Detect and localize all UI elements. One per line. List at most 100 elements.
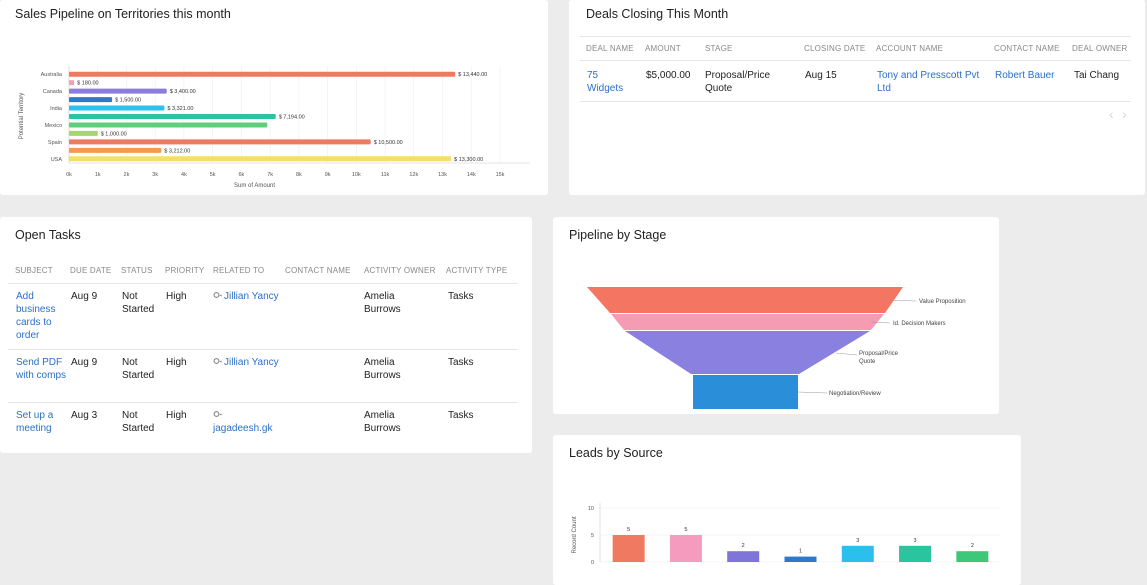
leads-source-chart: 0 5 10 Record Count 5 5 2 1 3 3 2 — [572, 503, 1001, 566]
task-subject-link[interactable]: Add business cards to order — [16, 291, 56, 341]
tasks-col-due-date[interactable]: DUE DATE — [70, 266, 112, 275]
x-tick-label: 6k — [238, 172, 244, 178]
task-status: Not Started — [122, 410, 155, 434]
bar-value-label: $ 13,300.00 — [454, 157, 483, 163]
deals-prev-page-button[interactable]: ‹ — [1109, 106, 1114, 122]
open-tasks-title: Open Tasks — [15, 228, 81, 242]
task-type: Tasks — [448, 357, 474, 368]
task-related-link[interactable]: Jillian Yancy — [224, 357, 279, 368]
bar — [69, 156, 452, 162]
deals-next-page-button[interactable]: › — [1122, 106, 1127, 122]
x-tick-label: 2k — [124, 172, 130, 178]
bar — [612, 535, 645, 562]
task-subject-link[interactable]: Set up a meeting — [16, 410, 54, 434]
task-priority: High — [166, 291, 187, 302]
funnel-label-proposal-price-quote: Proposal/Price Quote — [859, 351, 899, 365]
funnel-stage-negotiation-review[interactable] — [693, 375, 798, 409]
deal-owner: Tai Chang — [1074, 70, 1120, 81]
funnel-leader-line — [835, 352, 858, 356]
task-priority: High — [166, 357, 187, 368]
deals-col-deal-owner[interactable]: DEAL OWNER — [1072, 44, 1128, 53]
task-type: Tasks — [448, 410, 474, 421]
y-tick-label: 0 — [591, 560, 594, 566]
x-tick-label: 13k — [438, 172, 447, 178]
bar-value-label: 2 — [971, 543, 974, 549]
tasks-col-status[interactable]: STATUS — [121, 266, 153, 275]
deal-contact-link[interactable]: Robert Bauer — [995, 70, 1055, 81]
bar-value-label: $ 3,400.00 — [170, 89, 196, 95]
pipeline-funnel-chart: Value Proposition Id. Decision Makers Pr… — [587, 287, 966, 409]
deals-col-closing-date[interactable]: CLOSING DATE — [804, 44, 866, 53]
leads-source-card: Leads by Source 0 5 10 Record Count 5 5 2 1 3 3 2 — [553, 435, 1021, 585]
funnel-stage-proposal-price-quote[interactable] — [625, 331, 870, 374]
tasks-col-contact-name[interactable]: CONTACT NAME — [285, 266, 351, 275]
y-axis-title: Record Count — [572, 516, 578, 553]
deal-amount: $5,000.00 — [646, 70, 691, 81]
pipeline-stage-title: Pipeline by Stage — [569, 228, 667, 242]
bar — [69, 80, 75, 86]
tasks-col-related-to[interactable]: RELATED TO — [213, 266, 265, 275]
task-related-link[interactable]: Jillian Yancy — [224, 291, 279, 302]
x-tick-label: 12k — [409, 172, 418, 178]
deal-account-link[interactable]: Tony and Presscott Pvt Ltd — [877, 70, 980, 94]
bar — [956, 551, 989, 562]
funnel-stage-id-decision-makers[interactable] — [611, 314, 884, 330]
bar — [727, 551, 760, 562]
deals-header-bottom-line — [580, 60, 1131, 61]
x-tick-label: 9k — [325, 172, 331, 178]
bar — [69, 88, 167, 94]
task-subject-link[interactable]: Send PDF with comps — [16, 357, 67, 381]
bar — [69, 97, 113, 103]
task-owner: Amelia Burrows — [364, 410, 401, 434]
x-tick-label: 0k — [66, 172, 72, 178]
bar — [69, 130, 98, 136]
task-related-to: Jillian Yancy — [213, 290, 279, 303]
task-due-date: Aug 3 — [71, 410, 98, 421]
deals-col-deal-name[interactable]: DEAL NAME — [586, 44, 634, 53]
sales-pipeline-card: Sales Pipeline on Territories this month… — [0, 0, 548, 195]
tasks-col-activity-type[interactable]: ACTIVITY TYPE — [446, 266, 508, 275]
funnel-label-negotiation-review: Negotiation/Review — [829, 391, 881, 397]
bar-value-label: $ 3,212.00 — [164, 148, 190, 154]
deal-closing-date: Aug 15 — [805, 70, 837, 81]
deal-stage: Proposal/Price Quote — [705, 70, 771, 94]
x-tick-label: 4k — [181, 172, 187, 178]
deals-col-amount[interactable]: AMOUNT — [645, 44, 681, 53]
y-category-label: Mexico — [45, 123, 62, 129]
bar-value-label: 3 — [914, 538, 917, 544]
bar-value-label: 2 — [742, 543, 745, 549]
task-due-date: Aug 9 — [71, 291, 98, 302]
deals-row-line — [580, 101, 1131, 102]
deals-col-contact-name[interactable]: CONTACT NAME — [994, 44, 1060, 53]
task-row-line — [8, 402, 518, 403]
deals-col-stage[interactable]: STAGE — [705, 44, 733, 53]
bar-value-label: 5 — [684, 527, 687, 533]
tasks-col-subject[interactable]: SUBJECT — [15, 266, 53, 275]
bar — [899, 545, 932, 562]
task-type: Tasks — [448, 291, 474, 302]
deal-name-link[interactable]: 75 Widgets — [587, 70, 624, 94]
bar-value-label: $ 3,321.00 — [167, 106, 193, 112]
deals-title: Deals Closing This Month — [586, 7, 729, 21]
tasks-col-activity-owner[interactable]: ACTIVITY OWNER — [364, 266, 436, 275]
funnel-label-value-proposition: Value Proposition — [919, 299, 966, 305]
deals-header-top-line — [580, 36, 1131, 37]
funnel-label-id-decision-makers: Id. Decision Makers — [893, 321, 946, 327]
task-related-to: Jillian Yancy — [213, 356, 279, 369]
x-tick-label: 8k — [296, 172, 302, 178]
funnel-stage-value-proposition[interactable] — [587, 287, 903, 313]
x-tick-label: 5k — [210, 172, 216, 178]
task-related-link[interactable]: jagadeesh.gk — [213, 423, 273, 434]
funnel-leader-line — [882, 299, 917, 302]
task-owner: Amelia Burrows — [364, 357, 401, 381]
tasks-col-priority[interactable]: PRIORITY — [165, 266, 205, 275]
y-category-label: Canada — [43, 89, 63, 95]
bar — [669, 535, 702, 562]
task-due-date: Aug 9 — [71, 357, 98, 368]
deals-col-account-name[interactable]: ACCOUNT NAME — [876, 44, 944, 53]
y-category-label: India — [50, 106, 63, 112]
bar-value-label: 5 — [627, 527, 630, 533]
pipeline-stage-card: Pipeline by Stage Value Proposition Id. … — [553, 217, 999, 414]
bar-value-label: $ 180.00 — [77, 81, 98, 87]
contact-icon — [213, 410, 222, 418]
